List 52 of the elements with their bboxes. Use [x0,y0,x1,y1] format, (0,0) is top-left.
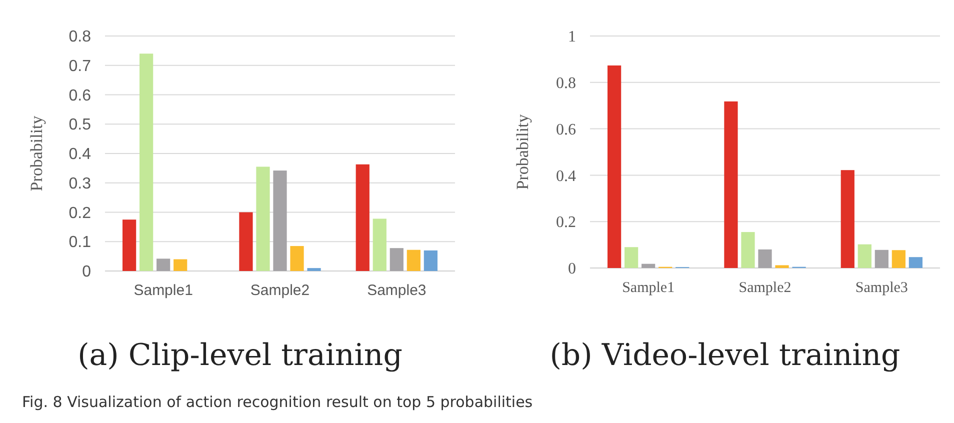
y-tick-label: 0.3 [68,175,92,192]
x-tick-label: Sample1 [622,280,675,296]
x-tick-label: Sample3 [855,280,908,296]
bar [642,264,656,268]
bar [256,166,270,271]
y-tick-label: 1 [568,28,576,46]
bar [390,248,404,271]
bar [406,250,420,271]
y-tick-label: 0.7 [68,58,92,75]
y-tick-label: 0.4 [556,168,576,185]
x-tick-label: Sample3 [367,282,426,299]
bar [741,232,755,268]
y-tick-label: 0 [82,264,92,281]
x-tick-label: Sample1 [134,282,193,299]
bar [724,101,738,268]
y-axis-title: Probability [513,114,532,190]
bar [140,54,154,271]
bar [624,247,638,268]
bar [840,170,854,268]
bar [239,212,253,271]
y-tick-label: 0.5 [68,116,92,134]
y-tick-label: 0.2 [556,214,576,232]
y-axis-title: Probability [27,115,46,192]
y-tick-label: 0 [568,260,576,278]
bar [758,249,772,268]
caption: Fig. 8 Visualization of action recognition result on top 5 probabilities [22,393,533,411]
bar [122,220,136,271]
bar [874,250,888,268]
text: (a) Clip-level training [78,338,402,373]
y-tick-label: 0.6 [556,121,576,138]
bar [372,218,386,271]
bar [424,250,438,271]
bar [608,65,622,268]
bar [775,265,789,268]
bar [290,246,304,271]
y-tick-label: 0.8 [68,28,92,46]
text: (b) Video-level training [550,338,900,373]
bar [908,257,922,268]
y-tick-label: 0.2 [68,204,92,222]
bar [307,268,321,271]
y-tick-label: 0.1 [68,234,92,252]
bar [156,258,170,271]
bar [174,259,188,271]
bar [273,170,287,271]
bar [356,164,370,271]
y-tick-label: 0.8 [556,75,576,92]
bar [858,244,872,268]
y-tick-label: 0.4 [68,146,92,164]
x-tick-label: Sample2 [738,280,792,296]
y-tick-label: 0.6 [68,87,92,104]
bar [892,250,906,268]
x-tick-label: Sample2 [250,282,310,299]
